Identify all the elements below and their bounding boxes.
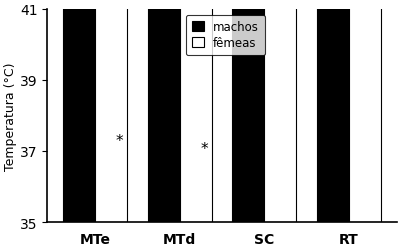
Text: *: *	[115, 134, 123, 148]
Bar	[232, 0, 264, 222]
Bar	[264, 0, 296, 222]
Bar	[317, 0, 349, 222]
Bar	[95, 0, 128, 222]
Bar	[349, 0, 381, 222]
Bar	[148, 0, 180, 222]
Text: *: *	[200, 142, 208, 157]
Y-axis label: Temperatura (°C): Temperatura (°C)	[4, 62, 17, 170]
Bar	[180, 0, 212, 222]
Legend: machos, fêmeas: machos, fêmeas	[186, 16, 265, 56]
Bar	[63, 0, 95, 222]
